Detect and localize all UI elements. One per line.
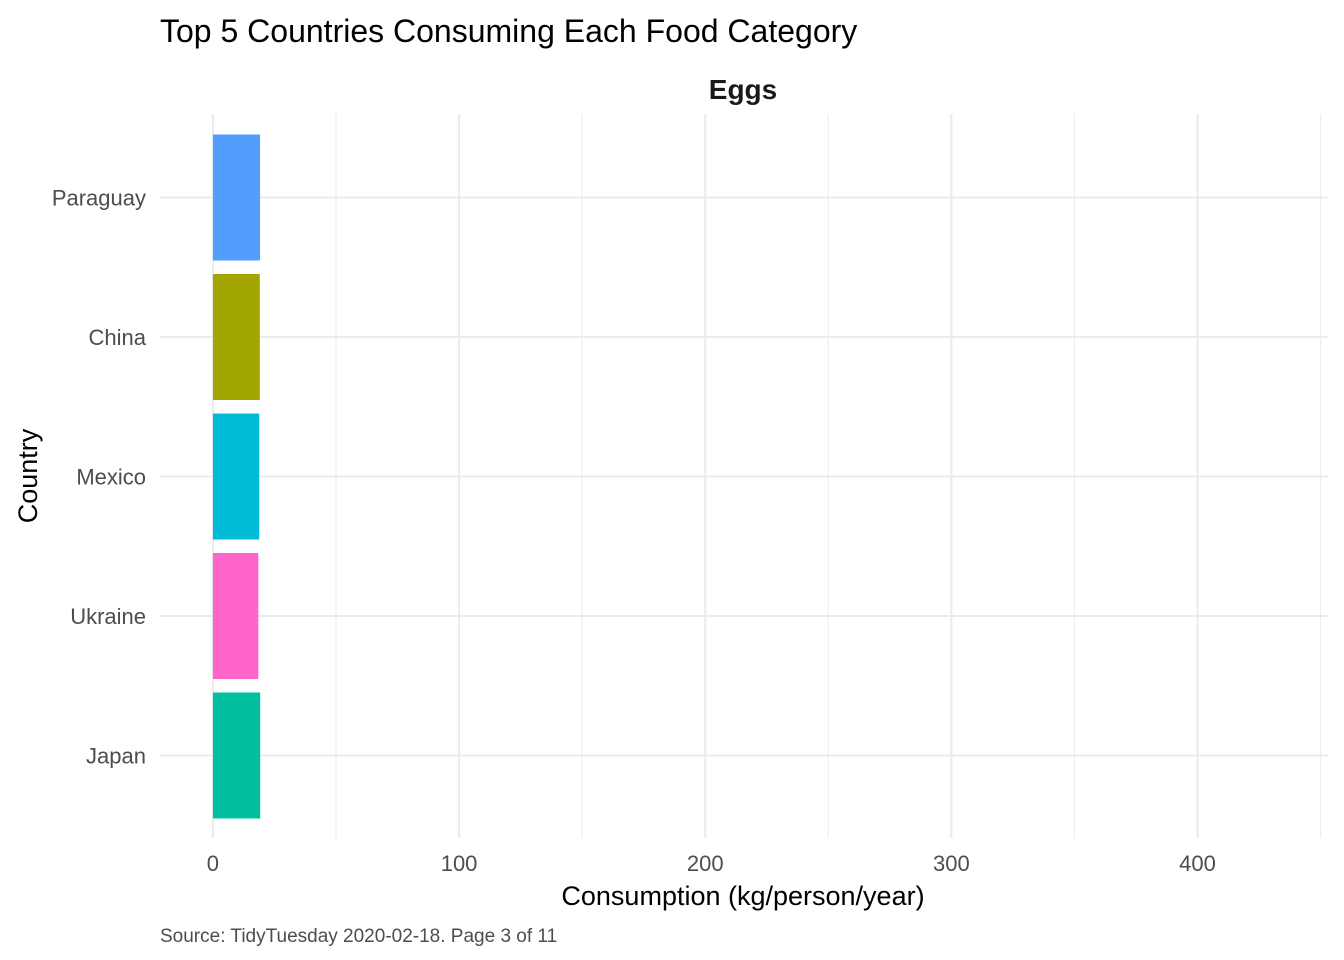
x-axis-title: Consumption (kg/person/year) xyxy=(561,881,924,911)
x-tick-label: 300 xyxy=(933,851,970,876)
y-tick-label: China xyxy=(89,325,147,350)
bars xyxy=(212,134,261,819)
bar-paraguay xyxy=(212,134,261,261)
bar-mexico xyxy=(212,413,260,540)
grid xyxy=(160,114,1328,838)
facet-label: Eggs xyxy=(709,74,777,105)
y-axis-title: Country xyxy=(13,428,43,523)
x-tick-label: 100 xyxy=(441,851,478,876)
y-tick-label: Japan xyxy=(86,744,146,769)
bar-ukraine xyxy=(212,553,259,679)
y-tick-labels: Paraguay China Mexico Ukraine Japan xyxy=(52,186,147,769)
x-tick-label: 200 xyxy=(687,851,724,876)
caption: Source: TidyTuesday 2020-02-18. Page 3 o… xyxy=(160,926,557,947)
chart-title: Top 5 Countries Consuming Each Food Cate… xyxy=(160,13,857,49)
x-tick-label: 400 xyxy=(1179,851,1216,876)
x-tick-label: 0 xyxy=(207,851,219,876)
y-tick-label: Ukraine xyxy=(70,604,146,629)
y-tick-label: Mexico xyxy=(76,465,146,490)
bar-japan xyxy=(212,692,261,819)
bar-china xyxy=(212,274,260,400)
y-tick-label: Paraguay xyxy=(52,186,146,211)
x-tick-labels: 0 100 200 300 400 xyxy=(207,851,1216,876)
